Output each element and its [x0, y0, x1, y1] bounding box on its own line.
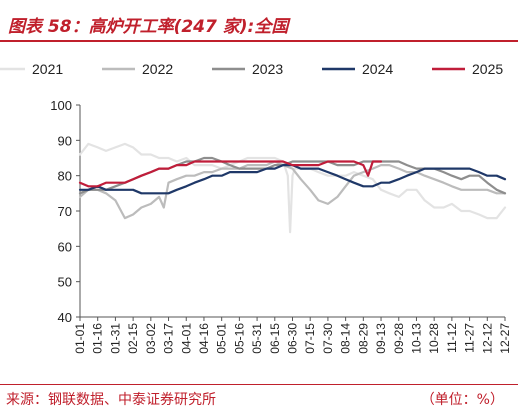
x-tick-label: 03-02	[144, 323, 158, 354]
x-tick-label: 01-01	[73, 323, 87, 354]
x-tick-label: 01-16	[91, 323, 105, 354]
title-divider	[0, 40, 518, 42]
x-tick-label: 12-12	[480, 323, 494, 354]
x-tick-label: 09-13	[374, 323, 388, 354]
x-tick-label: 05-16	[232, 323, 246, 354]
x-tick-label: 06-15	[268, 323, 282, 354]
line-chart: 2021 2022 2023 2024 2025 40 50 60 70 80 90 100 01-0…	[0, 61, 512, 354]
x-tick-label: 10-13	[409, 323, 423, 354]
legend-label-2024: 2024	[362, 61, 393, 77]
series-line-2022	[78, 160, 507, 220]
x-tick-label: 04-16	[197, 323, 211, 354]
legend-label-2021: 2021	[32, 61, 63, 77]
chart-series	[78, 142, 507, 234]
x-tick-label: 12-27	[498, 323, 512, 354]
legend-label-2022: 2022	[142, 61, 173, 77]
series-line-2025	[78, 160, 383, 188]
x-tick-label: 04-01	[179, 323, 193, 354]
x-tick-label: 10-28	[427, 323, 441, 354]
source-note: 来源：钢联数据、中泰证券研究所	[6, 392, 216, 408]
x-tick-label: 03-17	[162, 323, 176, 354]
y-tick-label: 90	[58, 133, 72, 148]
x-tick-label: 06-30	[286, 323, 300, 354]
unit-note: （单位：%）	[420, 392, 504, 408]
x-tick-label: 11-27	[463, 323, 477, 353]
y-tick-label: 80	[58, 169, 72, 184]
series-line-2021	[78, 142, 507, 234]
chart-axes: 40 50 60 70 80 90 100 01-01 01-16 01-31 02-15 03-02…	[50, 98, 512, 354]
x-tick-label: 01-31	[108, 323, 122, 354]
x-tick-label: 11-12	[445, 323, 459, 353]
x-tick-label: 05-31	[250, 323, 264, 354]
legend-label-2025: 2025	[472, 61, 503, 77]
legend-label-2023: 2023	[252, 61, 283, 77]
x-tick-label: 07-30	[321, 323, 335, 354]
x-tick-label: 08-14	[339, 323, 353, 354]
y-tick-label: 40	[58, 310, 72, 325]
footer-divider	[0, 384, 518, 385]
x-tick-label: 07-15	[303, 323, 317, 354]
chart-legend: 2021 2022 2023 2024 2025	[0, 61, 503, 77]
y-tick-label: 100	[50, 98, 72, 113]
y-tick-label: 70	[58, 204, 72, 219]
x-tick-label: 09-28	[392, 323, 406, 354]
figure-title: 图表 58：高炉开工率(247 家):全国	[8, 17, 289, 37]
x-tick-label: 08-29	[356, 323, 370, 354]
y-tick-label: 50	[58, 275, 72, 290]
x-tick-label: 02-15	[126, 323, 140, 354]
x-tick-label: 05-01	[215, 323, 229, 354]
y-tick-label: 60	[58, 239, 72, 254]
